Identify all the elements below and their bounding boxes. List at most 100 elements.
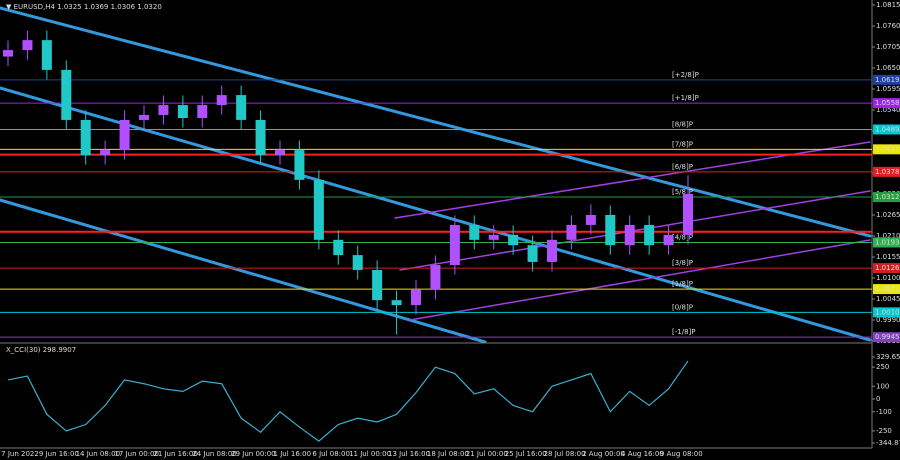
candle-body: [508, 234, 519, 246]
price-tag: [873, 284, 900, 295]
candle-body: [236, 95, 247, 120]
trend-line: [0, 198, 487, 344]
price-tag: [873, 166, 900, 177]
level-label: [+2/8]P: [672, 71, 699, 79]
y-tick-label: 1.0100: [876, 274, 900, 282]
x-tick-label: 21 Jul 00:00: [466, 450, 508, 458]
candle-body: [139, 114, 149, 120]
candle-body: [119, 119, 130, 151]
price-tag: [873, 74, 900, 85]
candle-body: [61, 69, 72, 120]
y-tick-label: 1.0760: [876, 22, 900, 30]
x-tick-label: 29 Jun 00:00: [231, 450, 275, 458]
indicator-tick-label: -100: [876, 408, 892, 416]
candle-body: [158, 105, 169, 115]
price-tag: [873, 124, 900, 135]
candle-body: [488, 234, 499, 240]
level-label: [6/8]P: [672, 163, 693, 171]
candle-body: [372, 269, 383, 301]
candle-body: [391, 300, 402, 306]
x-tick-label: 2 Aug 00:00: [582, 450, 625, 458]
x-tick-label: 25 Jul 16:00: [505, 450, 547, 458]
candle-body: [333, 239, 344, 256]
y-tick-label: 1.0210: [876, 232, 900, 240]
price-tag-label: 0.9945: [875, 333, 900, 341]
level-label: [4/8]P: [672, 233, 693, 241]
price-tag-label: 1.0437: [875, 145, 900, 153]
candle-body: [469, 224, 480, 240]
x-tick-label: 24 Jun 08:00: [192, 450, 236, 458]
indicator-title: X_CCI(30) 298.9907: [6, 346, 76, 354]
price-tag-label: 1.0619: [875, 76, 900, 84]
candle-body: [216, 95, 227, 106]
price-tag-label: 1.0193: [875, 238, 900, 246]
y-tick-label: 1.0045: [876, 295, 900, 303]
candle-body: [430, 265, 441, 290]
level-label: [-1/8]P: [672, 328, 695, 336]
x-tick-label: 7 Jun 2022: [1, 450, 39, 458]
x-tick-label: 6 Jul 08:00: [312, 450, 350, 458]
y-tick-label: 1.0815: [876, 1, 900, 9]
candle-body: [22, 40, 33, 51]
candle-body: [644, 224, 655, 246]
y-tick-label: 1.0155: [876, 253, 900, 261]
level-label: [1/8]P: [672, 280, 693, 288]
candle-body: [100, 150, 111, 156]
x-tick-label: 9 Jun 16:00: [39, 450, 79, 458]
x-tick-label: 1 Jul 16:00: [274, 450, 312, 458]
indicator-tick-label: -344.876: [876, 439, 900, 447]
price-tag: [873, 237, 900, 248]
candle-body: [605, 215, 616, 246]
channel-lines: [0, 6, 872, 344]
candle-body: [41, 40, 52, 70]
indicator-tick-label: 250: [876, 363, 889, 371]
candle-body: [624, 224, 635, 246]
level-label: [0/8]P: [672, 303, 693, 311]
candle-body: [177, 105, 188, 119]
channel-line: [409, 239, 871, 321]
candle-body: [352, 255, 363, 270]
price-tag-label: 1.0312: [875, 193, 900, 201]
trend-line: [0, 6, 872, 238]
price-tag-label: 1.0126: [875, 264, 900, 272]
level-label: [+1/8]P: [672, 94, 699, 102]
x-tick-label: 17 Jun 00:00: [114, 450, 158, 458]
candle-body: [411, 289, 421, 306]
indicator-tick-label: 329.651: [876, 353, 900, 361]
candle-body: [566, 224, 577, 240]
price-tag-label: 1.0378: [875, 168, 900, 176]
level-label: [3/8]P: [672, 259, 693, 267]
y-tick-label: 1.0265: [876, 211, 900, 219]
channel-line: [399, 190, 871, 271]
level-label: [7/8]P: [672, 140, 693, 148]
x-tick-label: 18 Jul 08:00: [427, 450, 469, 458]
price-tag: [873, 192, 900, 203]
indicator-tick-label: -250: [876, 427, 892, 435]
candle-body: [683, 194, 693, 235]
price-tag: [873, 144, 900, 155]
candle-body: [197, 105, 208, 119]
indicator-tick-label: 0: [876, 395, 880, 403]
candle-body: [294, 150, 305, 180]
price-tag: [873, 332, 900, 343]
candle-body: [313, 179, 324, 240]
price-tag-label: 1.0489: [875, 125, 900, 133]
x-tick-label: 11 Jul 00:00: [349, 450, 391, 458]
candle-body: [449, 224, 460, 266]
indicator-tick-label: 100: [876, 382, 889, 390]
candle-body: [255, 119, 266, 156]
y-tick-label: 0.9990: [876, 316, 900, 324]
trend-line: [0, 86, 872, 342]
price-tag-label: 1.0010: [875, 308, 900, 316]
x-tick-label: 13 Jul 16:00: [388, 450, 430, 458]
x-tick-label: 14 Jun 08:00: [76, 450, 120, 458]
x-tick-label: 21 Jun 16:00: [153, 450, 197, 458]
y-tick-label: 1.0705: [876, 43, 900, 51]
level-label: [5/8]P: [672, 188, 693, 196]
indicator-line: [7, 360, 689, 442]
x-tick-label: 4 Aug 16:00: [621, 450, 664, 458]
y-tick-label: 1.0540: [876, 106, 900, 114]
price-tag: [873, 98, 900, 109]
y-tick-label: 1.0650: [876, 64, 900, 72]
